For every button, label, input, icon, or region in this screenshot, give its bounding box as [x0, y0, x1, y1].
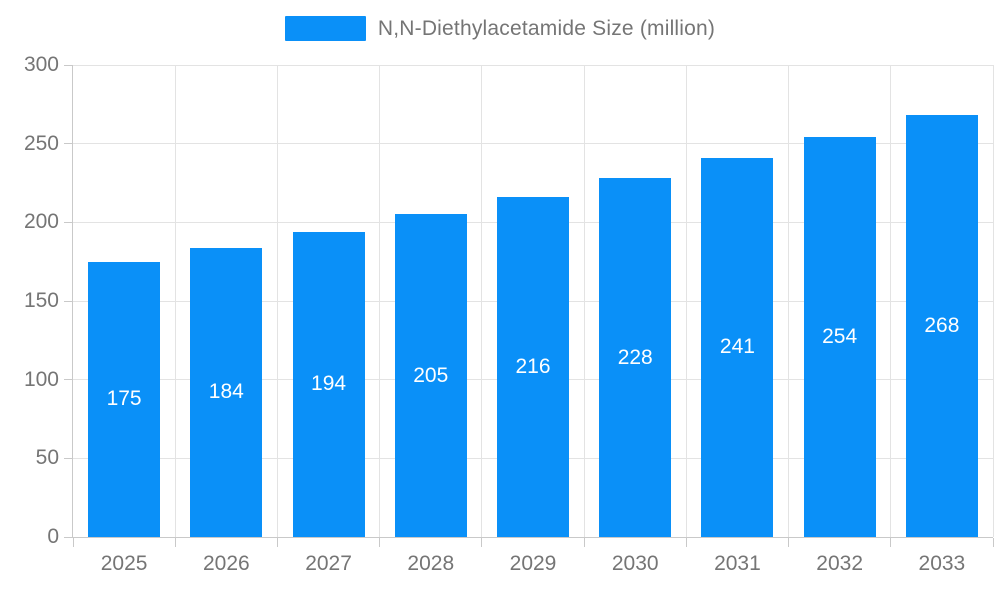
- legend[interactable]: N,N-Diethylacetamide Size (million): [0, 16, 1000, 41]
- gridline-horizontal: [73, 143, 993, 145]
- x-axis-tick: [481, 538, 483, 547]
- y-axis-tick: [64, 300, 72, 302]
- x-axis-tick: [72, 538, 74, 547]
- y-axis-tick: [64, 536, 72, 538]
- bar-2025[interactable]: 175: [88, 261, 161, 537]
- y-axis-label: 0: [47, 525, 59, 548]
- bar-value-label: 268: [924, 314, 960, 338]
- x-axis-label: 2032: [816, 552, 864, 575]
- y-axis-label: 200: [23, 210, 59, 234]
- legend-swatch-icon: [284, 16, 366, 41]
- x-axis-label: 2025: [100, 552, 148, 575]
- y-axis-tick: [64, 379, 72, 381]
- x-axis-label: 2026: [202, 552, 250, 575]
- y-axis-tick: [64, 143, 72, 145]
- gridline-horizontal: [73, 64, 993, 66]
- y-axis-tick: [64, 457, 72, 459]
- gridline-vertical: [685, 65, 687, 537]
- x-axis-tick: [992, 538, 994, 547]
- x-axis-label: 2033: [918, 552, 966, 575]
- bar-2028[interactable]: 205: [394, 214, 467, 537]
- y-axis-label: 250: [23, 131, 59, 155]
- x-axis-tick: [379, 538, 381, 547]
- x-axis-label: 2029: [509, 552, 557, 575]
- bar-value-label: 241: [719, 335, 755, 359]
- y-axis-label: 50: [35, 446, 59, 470]
- gridline-vertical: [992, 65, 994, 537]
- bar-2031[interactable]: 241: [701, 157, 774, 537]
- y-axis-label: 300: [23, 53, 59, 76]
- gridline-vertical: [890, 65, 892, 537]
- bar-value-label: 216: [515, 355, 551, 379]
- bar-2033[interactable]: 268: [905, 115, 978, 537]
- bar-2029[interactable]: 216: [497, 197, 569, 537]
- x-axis-label: 2031: [714, 552, 761, 575]
- bar-value-label: 205: [413, 363, 449, 387]
- x-axis-tick: [788, 538, 790, 547]
- x-axis-tick: [174, 538, 176, 547]
- x-axis-tick: [685, 538, 687, 547]
- y-axis-label: 100: [23, 367, 59, 391]
- bar-2032[interactable]: 254: [803, 137, 876, 537]
- gridline-vertical: [276, 65, 278, 537]
- gridline-vertical: [174, 65, 176, 537]
- y-axis-tick: [64, 221, 72, 223]
- legend-series-label: N,N-Diethylacetamide Size (million): [377, 16, 716, 40]
- plot-area: 0 50 100 150 200 250 300 175 2025 184 2026 194 2027 2…: [24, 53, 994, 575]
- bar-2027[interactable]: 194: [292, 231, 365, 537]
- y-axis-label: 150: [23, 289, 59, 312]
- x-axis-tick: [276, 538, 278, 547]
- bar-value-label: 175: [106, 387, 142, 411]
- bar-value-label: 184: [208, 380, 244, 404]
- x-axis-label: 2027: [305, 552, 352, 575]
- x-axis-label: 2030: [611, 552, 659, 575]
- gridline-vertical: [379, 65, 381, 537]
- y-axis-tick: [64, 64, 72, 66]
- bar-2030[interactable]: 228: [599, 178, 672, 537]
- gridline-vertical: [583, 65, 585, 537]
- gridline-vertical: [481, 65, 483, 537]
- bar-value-label: 228: [617, 345, 653, 369]
- x-axis-label: 2028: [407, 552, 455, 575]
- bar-value-label: 254: [822, 325, 858, 349]
- bar-value-label: 194: [311, 372, 347, 396]
- x-axis-tick: [890, 538, 892, 547]
- bar-2026[interactable]: 184: [190, 247, 263, 537]
- gridline-vertical: [788, 65, 790, 537]
- x-axis-tick: [583, 538, 585, 547]
